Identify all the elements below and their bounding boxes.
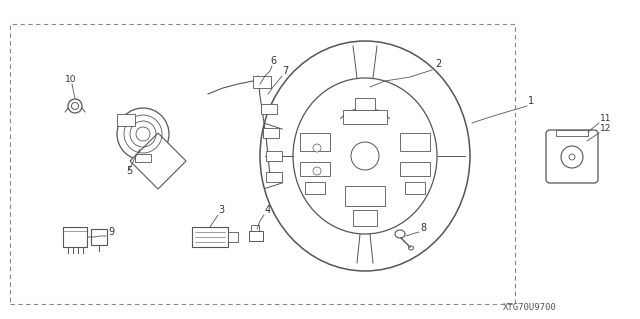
Bar [400, 162, 430, 176]
Text: 6: 6 [270, 56, 276, 66]
Text: 11: 11 [600, 114, 611, 123]
Ellipse shape [561, 146, 583, 168]
Bar [300, 162, 330, 176]
FancyBboxPatch shape [546, 130, 598, 183]
Bar [10, 24, 515, 304]
Bar [405, 182, 425, 194]
Bar [192, 227, 228, 247]
Bar [345, 186, 385, 206]
Ellipse shape [569, 154, 575, 160]
Bar [228, 232, 238, 242]
Bar [135, 154, 151, 162]
Text: 9: 9 [108, 227, 114, 237]
Ellipse shape [293, 78, 437, 234]
Ellipse shape [408, 246, 413, 250]
Bar [355, 98, 375, 110]
Ellipse shape [72, 102, 79, 109]
Wedge shape [333, 53, 397, 75]
Ellipse shape [313, 167, 321, 175]
Text: 3: 3 [218, 205, 224, 215]
Polygon shape [130, 133, 186, 189]
Text: 5: 5 [126, 166, 132, 176]
Ellipse shape [351, 142, 379, 170]
Text: XTG70U9700: XTG70U9700 [503, 302, 557, 311]
Text: 4: 4 [265, 205, 271, 215]
Text: 8: 8 [420, 223, 426, 233]
Ellipse shape [68, 99, 82, 113]
Bar [400, 133, 430, 151]
Bar [249, 231, 263, 241]
Bar [251, 225, 259, 231]
Bar [266, 172, 282, 182]
Bar [266, 151, 282, 161]
Text: 12: 12 [600, 124, 611, 133]
Bar [261, 104, 277, 114]
Bar [305, 182, 325, 194]
Text: 1: 1 [528, 96, 534, 106]
Bar [63, 227, 87, 247]
Text: 7: 7 [282, 66, 288, 76]
Bar [556, 130, 588, 136]
Bar [343, 110, 387, 124]
Text: 2: 2 [435, 59, 441, 69]
Ellipse shape [117, 108, 169, 160]
Ellipse shape [395, 230, 405, 238]
Bar [91, 229, 107, 245]
Bar [253, 76, 271, 88]
Bar [263, 128, 279, 138]
Bar [117, 114, 135, 126]
Bar [300, 133, 330, 151]
Ellipse shape [313, 144, 321, 152]
Ellipse shape [260, 41, 470, 271]
Text: 10: 10 [65, 75, 77, 84]
Bar [353, 210, 377, 226]
